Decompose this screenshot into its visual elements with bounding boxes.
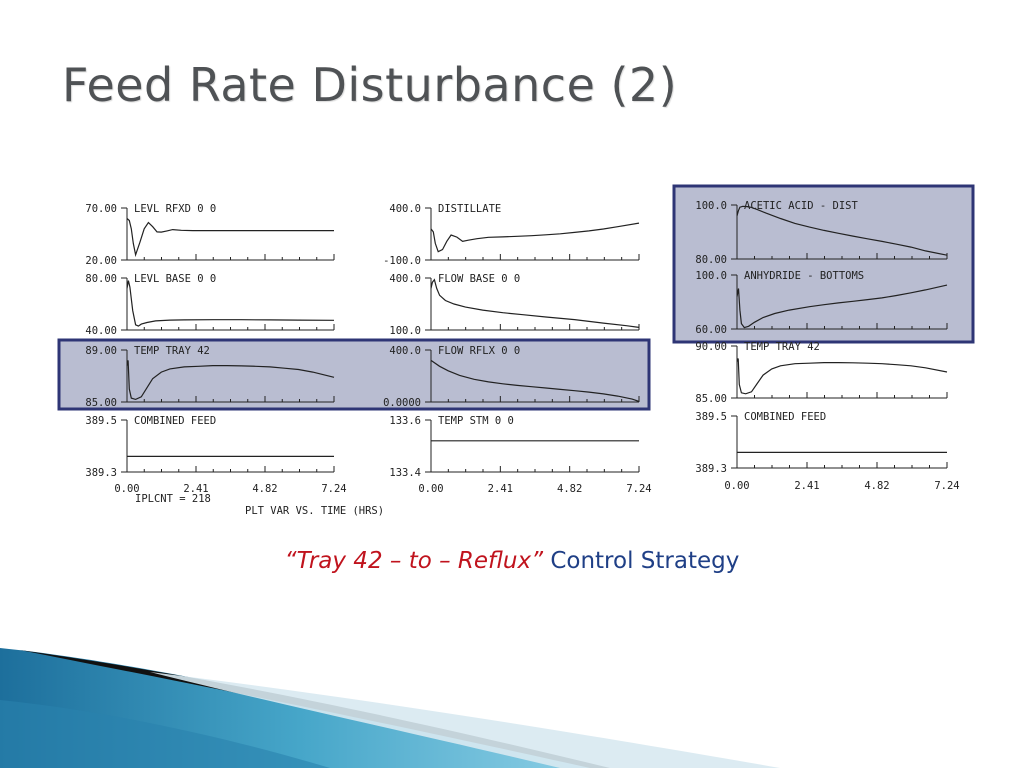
l1-series-label: LEVL RFXD 0 0 <box>134 203 216 215</box>
l1-ymin-label: 20.00 <box>85 255 117 267</box>
r1-series-label: ACETIC ACID - DIST <box>744 200 858 212</box>
caption-emphasis: “Tray 42 – to – Reflux” <box>284 548 544 574</box>
l4-series-label: COMBINED FEED <box>134 415 216 427</box>
l4-ymin-label: 389.3 <box>85 467 117 479</box>
slide-title: Feed Rate Disturbance (2) <box>62 58 678 112</box>
m2-ymax-label: 400.0 <box>389 273 421 285</box>
r4-ymax-label: 389.5 <box>695 411 727 423</box>
r2-curve <box>736 284 948 329</box>
m3-series-label: FLOW RFLX 0 0 <box>438 345 520 357</box>
l2-curve <box>126 280 335 327</box>
l2-series-label: LEVL BASE 0 0 <box>134 273 216 285</box>
left-x-axis-title: PLT VAR VS. TIME (HRS) <box>245 505 384 517</box>
r1-ymax-label: 100.0 <box>695 200 727 212</box>
l2-ymin-label: 40.00 <box>85 325 117 337</box>
caption-rest: Control Strategy <box>543 548 740 574</box>
m1-ymax-label: 400.0 <box>389 203 421 215</box>
m4-series-label: TEMP STM 0 0 <box>438 415 514 427</box>
r3-ymax-label: 90.00 <box>695 341 727 353</box>
m1-ymin-label: -100.0 <box>383 255 421 267</box>
left-x-tick-label: 0.00 <box>114 483 139 495</box>
middle-x-tick-label: 4.82 <box>557 483 582 495</box>
middle-x-tick-label: 0.00 <box>418 483 443 495</box>
r2-ymin-label: 60.00 <box>695 324 727 336</box>
l3-series-label: TEMP TRAY 42 <box>134 345 210 357</box>
left-footer-count: IPLCNT = 218 <box>135 493 211 505</box>
middle-x-tick-label: 2.41 <box>488 483 513 495</box>
left-x-tick-label: 7.24 <box>321 483 346 495</box>
m2-curve <box>430 278 640 328</box>
l3-ymax-label: 89.00 <box>85 345 117 357</box>
l4-ymax-label: 389.5 <box>85 415 117 427</box>
right-x-tick-label: 7.24 <box>934 480 959 492</box>
r2-series-label: ANHYDRIDE - BOTTOMS <box>744 270 864 282</box>
m1-series-label: DISTILLATE <box>438 203 501 215</box>
m2-series-label: FLOW BASE 0 0 <box>438 273 520 285</box>
l3-ymin-label: 85.00 <box>85 397 117 409</box>
r3-curve <box>736 358 948 395</box>
m4-ymax-label: 133.6 <box>389 415 421 427</box>
right-x-tick-label: 0.00 <box>724 480 749 492</box>
r4-ymin-label: 389.3 <box>695 463 727 475</box>
left-x-tick-label: 4.82 <box>252 483 277 495</box>
m4-ymin-label: 133.4 <box>389 467 421 479</box>
r1-ymin-label: 80.00 <box>695 254 727 266</box>
m2-ymin-label: 100.0 <box>389 325 421 337</box>
highlight-box-right <box>672 184 975 344</box>
m3-ymax-label: 400.0 <box>389 345 421 357</box>
m3-curve <box>430 359 640 402</box>
r3-ymin-label: 85.00 <box>695 393 727 405</box>
l3-curve <box>126 360 335 401</box>
r1-curve <box>736 205 948 256</box>
l1-curve <box>126 217 334 258</box>
r2-ymax-label: 100.0 <box>695 270 727 282</box>
r4-series-label: COMBINED FEED <box>744 411 826 423</box>
r3-series-label: TEMP TRAY 42 <box>744 341 820 353</box>
right-x-tick-label: 4.82 <box>864 480 889 492</box>
right-x-tick-label: 2.41 <box>794 480 819 492</box>
middle-x-tick-label: 7.24 <box>626 483 651 495</box>
slide-caption: “Tray 42 – to – Reflux” Control Strategy <box>0 548 1024 574</box>
l2-ymax-label: 80.00 <box>85 273 117 285</box>
m3-ymin-label: 0.0000 <box>383 397 421 409</box>
l1-ymax-label: 70.00 <box>85 203 117 215</box>
left-x-tick-label: 2.41 <box>183 483 208 495</box>
m1-curve <box>430 222 640 253</box>
